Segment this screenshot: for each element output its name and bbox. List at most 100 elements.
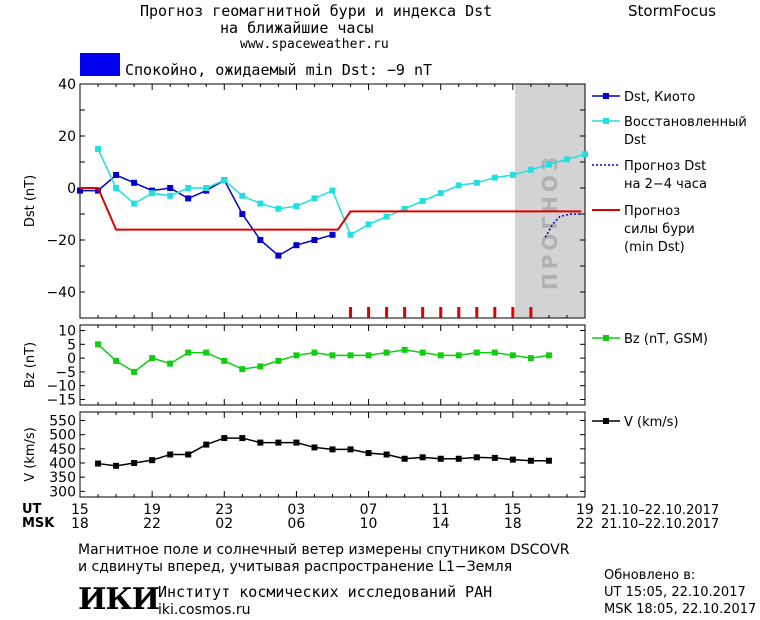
status-color-swatch xyxy=(80,53,120,76)
brand-name: StormFocus xyxy=(628,2,716,20)
bz-ytick-label: −15 xyxy=(46,392,76,408)
dst-series-3 xyxy=(80,187,582,231)
dst-ytick-label: −40 xyxy=(46,285,76,301)
dst-ytick-label: 40 xyxy=(58,77,76,93)
bz-point xyxy=(545,352,552,359)
v-ytick-label: 400 xyxy=(49,456,76,472)
bz-point xyxy=(365,352,372,359)
dst-point xyxy=(491,174,498,181)
legend-label-1: Восстановленный xyxy=(624,115,747,130)
status-text: Спокойно, ожидаемый min Dst: −9 nT xyxy=(125,61,433,79)
dst-point xyxy=(473,179,480,186)
bz-point xyxy=(383,349,390,356)
v-ytick-label: 450 xyxy=(49,442,76,458)
ut-ticks-item: 11 xyxy=(431,502,450,518)
dst-point xyxy=(239,211,246,217)
legend-marker-1 xyxy=(603,118,609,124)
dst-point xyxy=(383,213,390,220)
bz-point xyxy=(401,346,408,353)
v-point xyxy=(167,451,174,458)
bz-point xyxy=(275,357,282,364)
dst-point xyxy=(509,172,516,178)
ut-ticks-item: 19 xyxy=(576,502,594,518)
legend-marker-5 xyxy=(603,418,609,424)
dst-point xyxy=(113,172,120,178)
v-ytick-label: 500 xyxy=(49,428,76,444)
v-point xyxy=(221,435,228,442)
site-url[interactable]: www.spaceweather.ru xyxy=(240,37,389,52)
dst-point xyxy=(257,200,264,207)
v-point xyxy=(383,451,390,458)
dst-series-1 xyxy=(97,148,586,236)
dst-point xyxy=(329,231,336,238)
bz-point xyxy=(221,357,228,364)
msk-ticks-item: 22 xyxy=(143,516,161,532)
bz-point xyxy=(437,352,444,359)
bz-point xyxy=(113,357,120,364)
iki-logo: ИКИ xyxy=(78,582,160,617)
v-point xyxy=(293,439,300,446)
dst-ytick-label: 0 xyxy=(67,181,76,197)
v-ytick-label: 350 xyxy=(49,470,76,486)
v-frame xyxy=(79,411,586,498)
legend-label-1: Dst xyxy=(624,133,646,148)
dst-point xyxy=(563,156,570,163)
dst-point xyxy=(275,205,282,212)
ut-ticks-item: 03 xyxy=(287,502,306,518)
v-series-0 xyxy=(97,437,549,467)
bz-series-0 xyxy=(97,343,550,373)
dst-point xyxy=(239,192,246,199)
legend-label-5: V (km/s) xyxy=(624,415,679,430)
v-point xyxy=(419,454,426,461)
msk-ticks-item: 10 xyxy=(359,516,378,532)
v-point xyxy=(365,450,372,457)
bz-point xyxy=(347,352,354,359)
legend-label-3: (min Dst) xyxy=(624,240,685,255)
dst-point xyxy=(95,187,102,194)
dst-point xyxy=(347,231,354,238)
dst-point xyxy=(329,187,336,194)
forecast-zone-label: ПРОГНОЗ xyxy=(538,153,562,290)
v-point xyxy=(491,454,498,461)
dst-frame xyxy=(79,83,586,319)
v-ylabel: V (km/s) xyxy=(23,427,38,482)
msk-date-range: 21.10–22.10.2017 xyxy=(601,517,720,532)
v-ytick-label: 550 xyxy=(49,414,76,430)
dst-point xyxy=(131,200,138,207)
dst-ytick-label: 20 xyxy=(58,129,76,145)
dst-point xyxy=(185,195,192,202)
v-point xyxy=(185,451,192,458)
dst-panel: ПРОГНОЗ 40 20 0 −20 −40 Dst (nT) xyxy=(23,77,588,319)
msk-ticks-item: 06 xyxy=(287,516,306,532)
bz-point xyxy=(329,352,336,359)
v-point xyxy=(545,457,552,464)
bz-ytick-label: 10 xyxy=(58,324,76,340)
dst-point xyxy=(113,185,120,191)
legend-label-3: силы бури xyxy=(624,222,695,237)
bz-ytick-label: 5 xyxy=(67,337,76,353)
updated-msk: MSK 18:05, 22.10.2017 xyxy=(604,602,757,617)
bz-point xyxy=(527,355,534,362)
page-title-line1: Прогноз геомагнитной бури и индекса Dst xyxy=(140,2,493,20)
v-point xyxy=(311,444,318,451)
dst-point xyxy=(185,185,192,191)
dst-point xyxy=(419,198,426,204)
bz-point xyxy=(131,368,138,375)
dst-point xyxy=(203,185,210,191)
v-ytick-label: 300 xyxy=(49,484,76,500)
legend-label-3: Прогноз xyxy=(624,204,680,219)
dst-point xyxy=(149,190,156,197)
bz-ytick-label: −10 xyxy=(46,379,76,395)
institute-name: Институт космических исследований РАН xyxy=(158,583,493,601)
bz-point xyxy=(491,349,498,356)
v-point xyxy=(131,460,138,466)
bz-point xyxy=(293,352,300,359)
dst-point xyxy=(95,146,102,152)
v-point xyxy=(257,439,264,446)
dst-point xyxy=(167,185,174,191)
msk-ticks-item: 22 xyxy=(576,516,594,532)
bz-point xyxy=(257,363,264,370)
institute-url[interactable]: iki.cosmos.ru xyxy=(158,602,251,618)
